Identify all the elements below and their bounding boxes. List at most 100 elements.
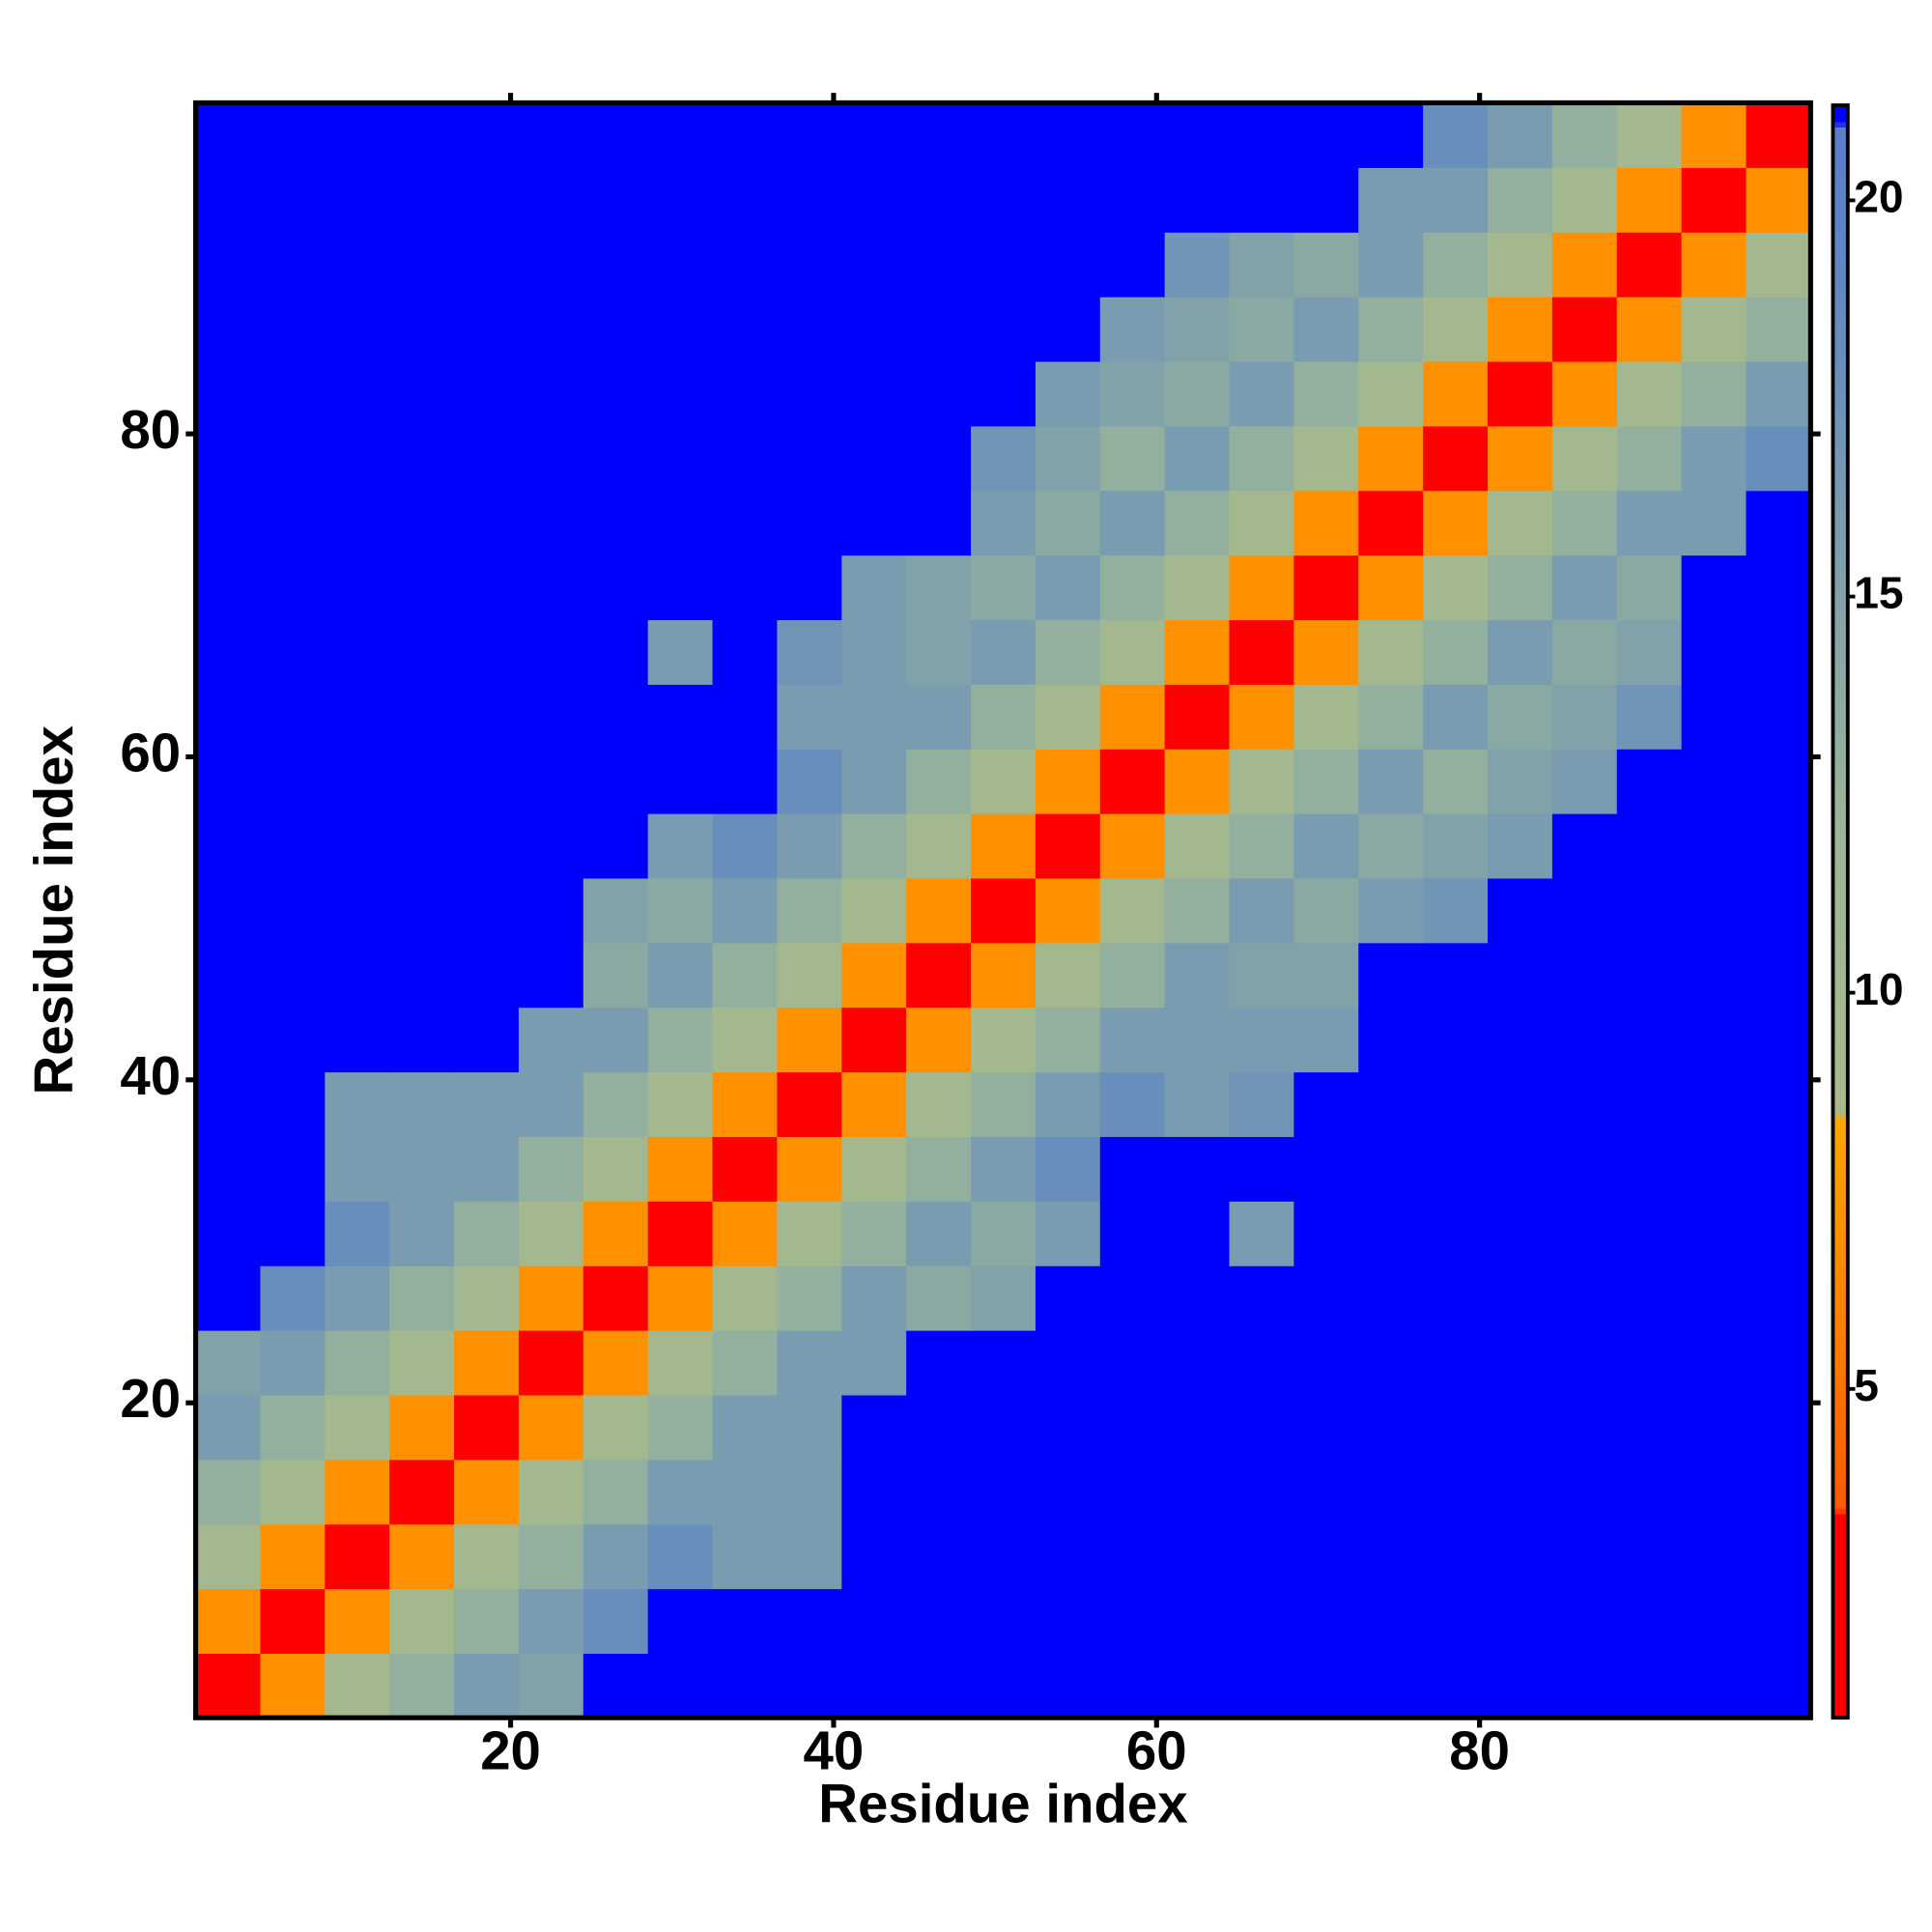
heatmap-cell: [712, 942, 779, 1009]
heatmap-cell: [195, 1588, 262, 1654]
heatmap-cell: [1551, 167, 1618, 233]
heatmap-cell: [1681, 490, 1747, 556]
heatmap-cell: [1358, 1007, 1424, 1073]
colorbar-segment: [1833, 1632, 1848, 1638]
heatmap-cell: [906, 1265, 972, 1331]
colorbar-segment: [1833, 798, 1848, 806]
colorbar-segment: [1833, 760, 1848, 768]
colorbar-segment: [1833, 309, 1848, 316]
colorbar-segment: [1833, 997, 1848, 1004]
heatmap-cell: [906, 684, 972, 750]
heatmap-cell: [647, 813, 714, 879]
colorbar-segment: [1833, 217, 1848, 225]
heatmap-cell: [1358, 1588, 1424, 1654]
colorbar-segment: [1833, 1045, 1848, 1053]
heatmap-cell: [195, 425, 262, 492]
colorbar-segment: [1833, 330, 1848, 337]
heatmap-cell: [260, 425, 326, 492]
heatmap-cell: [260, 684, 326, 750]
colorbar-segment: [1833, 1540, 1848, 1547]
colorbar-segment: [1833, 1561, 1848, 1569]
heatmap-cell: [1358, 1136, 1424, 1202]
heatmap-cell: [1229, 619, 1295, 685]
colorbar-tick-label: 10: [1854, 964, 1903, 1014]
colorbar-segment: [1833, 1615, 1848, 1622]
heatmap-cell: [906, 1007, 972, 1073]
colorbar-segment: [1833, 1572, 1848, 1579]
heatmap-cell: [195, 1653, 262, 1719]
heatmap-cell: [1423, 684, 1489, 750]
heatmap-cell: [195, 1523, 262, 1590]
colorbar-segment: [1833, 475, 1848, 483]
colorbar-segment: [1833, 1094, 1848, 1101]
colorbar-segment: [1833, 868, 1848, 875]
heatmap-cell: [777, 1523, 842, 1590]
heatmap-cell: [971, 102, 1037, 168]
heatmap-cell: [971, 877, 1037, 944]
heatmap-cell: [1164, 1007, 1231, 1073]
colorbar-segment: [1833, 1647, 1848, 1655]
heatmap-cell: [971, 1523, 1037, 1590]
colorbar-segment: [1833, 261, 1848, 268]
heatmap-cell: [260, 1329, 326, 1396]
heatmap-cell: [647, 554, 714, 621]
heatmap-cell: [1164, 167, 1231, 233]
heatmap-cell: [1099, 1136, 1166, 1202]
heatmap-cell: [1099, 232, 1166, 298]
heatmap-cell: [518, 749, 584, 814]
heatmap-cell: [1358, 425, 1424, 492]
heatmap-cell: [518, 1523, 584, 1590]
heatmap-cell: [1423, 942, 1489, 1009]
heatmap-cell: [1035, 425, 1101, 492]
heatmap-cell: [389, 813, 455, 879]
heatmap-cell: [582, 232, 649, 298]
heatmap-cell: [1681, 1007, 1747, 1073]
colorbar-segment: [1833, 1035, 1848, 1041]
heatmap-cell: [1681, 619, 1747, 685]
heatmap-cell: [260, 1007, 326, 1073]
heatmap-cell: [260, 490, 326, 556]
heatmap-cell: [454, 1329, 520, 1396]
heatmap-cell: [647, 232, 714, 298]
heatmap-cell: [1616, 297, 1683, 362]
heatmap-cell: [1164, 942, 1231, 1009]
heatmap-cell: [1358, 167, 1424, 233]
heatmap-cell: [454, 490, 520, 556]
heatmap-cell: [454, 554, 520, 621]
colorbar-segment: [1833, 535, 1848, 542]
heatmap-cell: [1099, 490, 1166, 556]
colorbar-segment: [1833, 1196, 1848, 1203]
colorbar-segment: [1833, 1690, 1848, 1697]
colorbar-segment: [1833, 341, 1848, 349]
heatmap-cell: [971, 749, 1037, 814]
heatmap-cell: [1035, 554, 1101, 621]
heatmap-cell: [1681, 1459, 1747, 1525]
colorbar-segment: [1833, 943, 1848, 951]
colorbar-segment: [1833, 148, 1848, 155]
heatmap-cell: [1746, 1523, 1811, 1590]
colorbar-segment: [1833, 228, 1848, 236]
heatmap-cell: [647, 297, 714, 362]
heatmap-cell: [195, 102, 262, 168]
colorbar-segment: [1833, 599, 1848, 607]
heatmap-cell: [389, 1136, 455, 1202]
heatmap-cell: [1164, 877, 1231, 944]
heatmap-cell: [647, 1201, 714, 1266]
colorbar-segment: [1833, 175, 1848, 182]
heatmap-cell: [1746, 749, 1811, 814]
colorbar-segment: [1833, 1508, 1848, 1515]
heatmap-cell: [1616, 813, 1683, 879]
heatmap-cell: [1616, 1071, 1683, 1137]
colorbar-segment: [1833, 454, 1848, 461]
heatmap-cell: [1746, 232, 1811, 298]
colorbar-segment: [1833, 255, 1848, 263]
colorbar-segment: [1833, 1357, 1848, 1364]
heatmap-cell: [1035, 877, 1101, 944]
heatmap-cell: [325, 1265, 390, 1331]
colorbar-segment: [1833, 1378, 1848, 1385]
colorbar-segment: [1833, 782, 1848, 789]
colorbar-segment: [1833, 1169, 1848, 1176]
heatmap-cell: [1293, 1459, 1359, 1525]
heatmap-cell: [1616, 167, 1683, 233]
colorbar-segment: [1833, 422, 1848, 429]
